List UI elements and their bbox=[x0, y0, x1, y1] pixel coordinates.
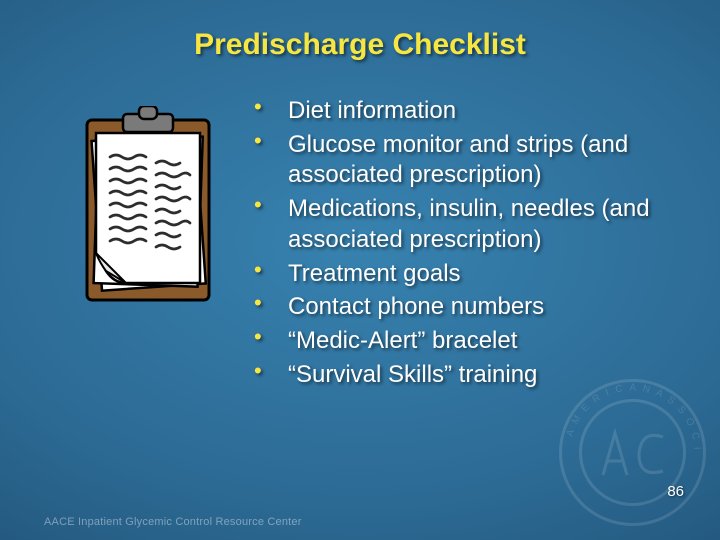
bullet-list: •Diet information •Glucose monitor and s… bbox=[248, 96, 672, 393]
bullet-text: “Survival Skills” training bbox=[288, 360, 537, 391]
clipart-container bbox=[48, 96, 248, 311]
bullet-dot-icon: • bbox=[254, 326, 262, 348]
bullet-text: Glucose monitor and strips (and associat… bbox=[288, 130, 672, 191]
bullet-dot-icon: • bbox=[254, 96, 262, 118]
footer-text: AACE Inpatient Glycemic Control Resource… bbox=[44, 516, 302, 528]
bullet-text: Treatment goals bbox=[288, 259, 461, 290]
watermark-seal-icon: A M E R I C A N A S S O C I A T I O N O … bbox=[555, 375, 710, 530]
page-number: 86 bbox=[667, 483, 684, 500]
bullet-text: Contact phone numbers bbox=[288, 292, 544, 323]
list-item: •Glucose monitor and strips (and associa… bbox=[258, 130, 672, 191]
bullet-dot-icon: • bbox=[254, 292, 262, 314]
bullet-dot-icon: • bbox=[254, 130, 262, 152]
svg-text:A M E R I C A N A S S O C I: A M E R I C A N A S S O C I A T I O N O … bbox=[555, 375, 703, 452]
slide-title: Predischarge Checklist bbox=[48, 28, 672, 62]
clipboard-icon bbox=[69, 106, 227, 311]
bullet-dot-icon: • bbox=[254, 360, 262, 382]
list-item: •Diet information bbox=[258, 96, 672, 127]
list-item: •“Medic-Alert” bracelet bbox=[258, 326, 672, 357]
content-row: •Diet information •Glucose monitor and s… bbox=[48, 96, 672, 393]
list-item: •Treatment goals bbox=[258, 259, 672, 290]
bullet-dot-icon: • bbox=[254, 259, 262, 281]
list-item: •Contact phone numbers bbox=[258, 292, 672, 323]
bullet-text: Medications, insulin, needles (and assoc… bbox=[288, 194, 672, 255]
bullet-dot-icon: • bbox=[254, 194, 262, 216]
bullet-text: Diet information bbox=[288, 96, 456, 127]
list-item: •Medications, insulin, needles (and asso… bbox=[258, 194, 672, 255]
bullet-text: “Medic-Alert” bracelet bbox=[288, 326, 517, 357]
slide: Predischarge Checklist bbox=[0, 0, 720, 540]
